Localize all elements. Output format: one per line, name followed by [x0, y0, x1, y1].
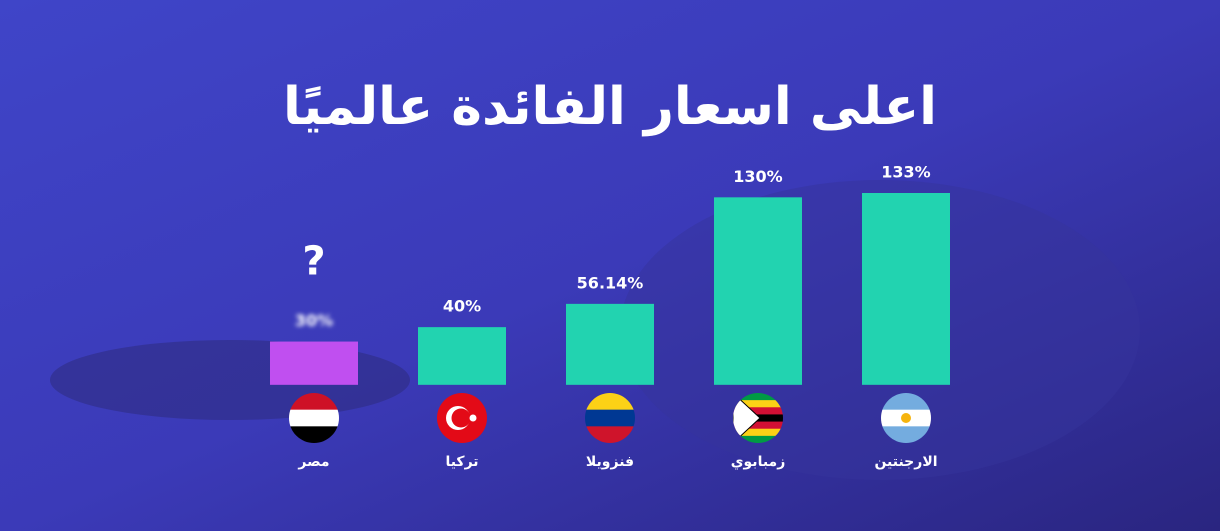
bar [418, 327, 506, 385]
value-label: 40% [443, 297, 481, 316]
value-label: 30% [295, 311, 333, 330]
flag [881, 393, 931, 443]
flag-stripe [881, 393, 931, 411]
x-tick-label: زمبابوي [731, 454, 786, 471]
flag-stripe [733, 428, 783, 437]
flag-stripe [733, 421, 783, 430]
flag-stripe [289, 393, 339, 411]
flag-sun [901, 413, 911, 423]
bar [862, 193, 950, 385]
value-label: 133% [881, 163, 930, 182]
flag [585, 393, 635, 443]
x-tick-label: فنزويلا [586, 454, 634, 470]
flag [733, 393, 783, 443]
value-label: 130% [733, 167, 782, 186]
flag-triangle [733, 393, 761, 443]
flag-stripe [733, 435, 783, 443]
flag-stripe [733, 407, 783, 415]
flag-stripe [289, 409, 339, 427]
x-tick-label: مصر [297, 454, 329, 470]
chart-title: اعلى اسعار الفائدة عالميًا [283, 77, 937, 137]
bar [566, 303, 654, 385]
flag-stripe [733, 393, 783, 401]
x-tick-label: الارجنتين [874, 454, 937, 470]
flag-stripe [585, 393, 635, 411]
flag-stripe [289, 426, 339, 443]
flag-stripe [585, 409, 635, 427]
flag-stripe [733, 400, 783, 408]
flag [437, 393, 487, 443]
bar [270, 341, 358, 385]
flag-stripe [881, 426, 931, 443]
x-tick-label: تركيا [445, 454, 478, 470]
flag-stripe [585, 426, 635, 443]
value-label: 56.14% [577, 273, 644, 292]
flag-crescent [451, 408, 471, 428]
annotation: ? [302, 239, 325, 285]
flag-star [469, 414, 477, 422]
bar [714, 197, 802, 385]
flag [289, 393, 339, 443]
